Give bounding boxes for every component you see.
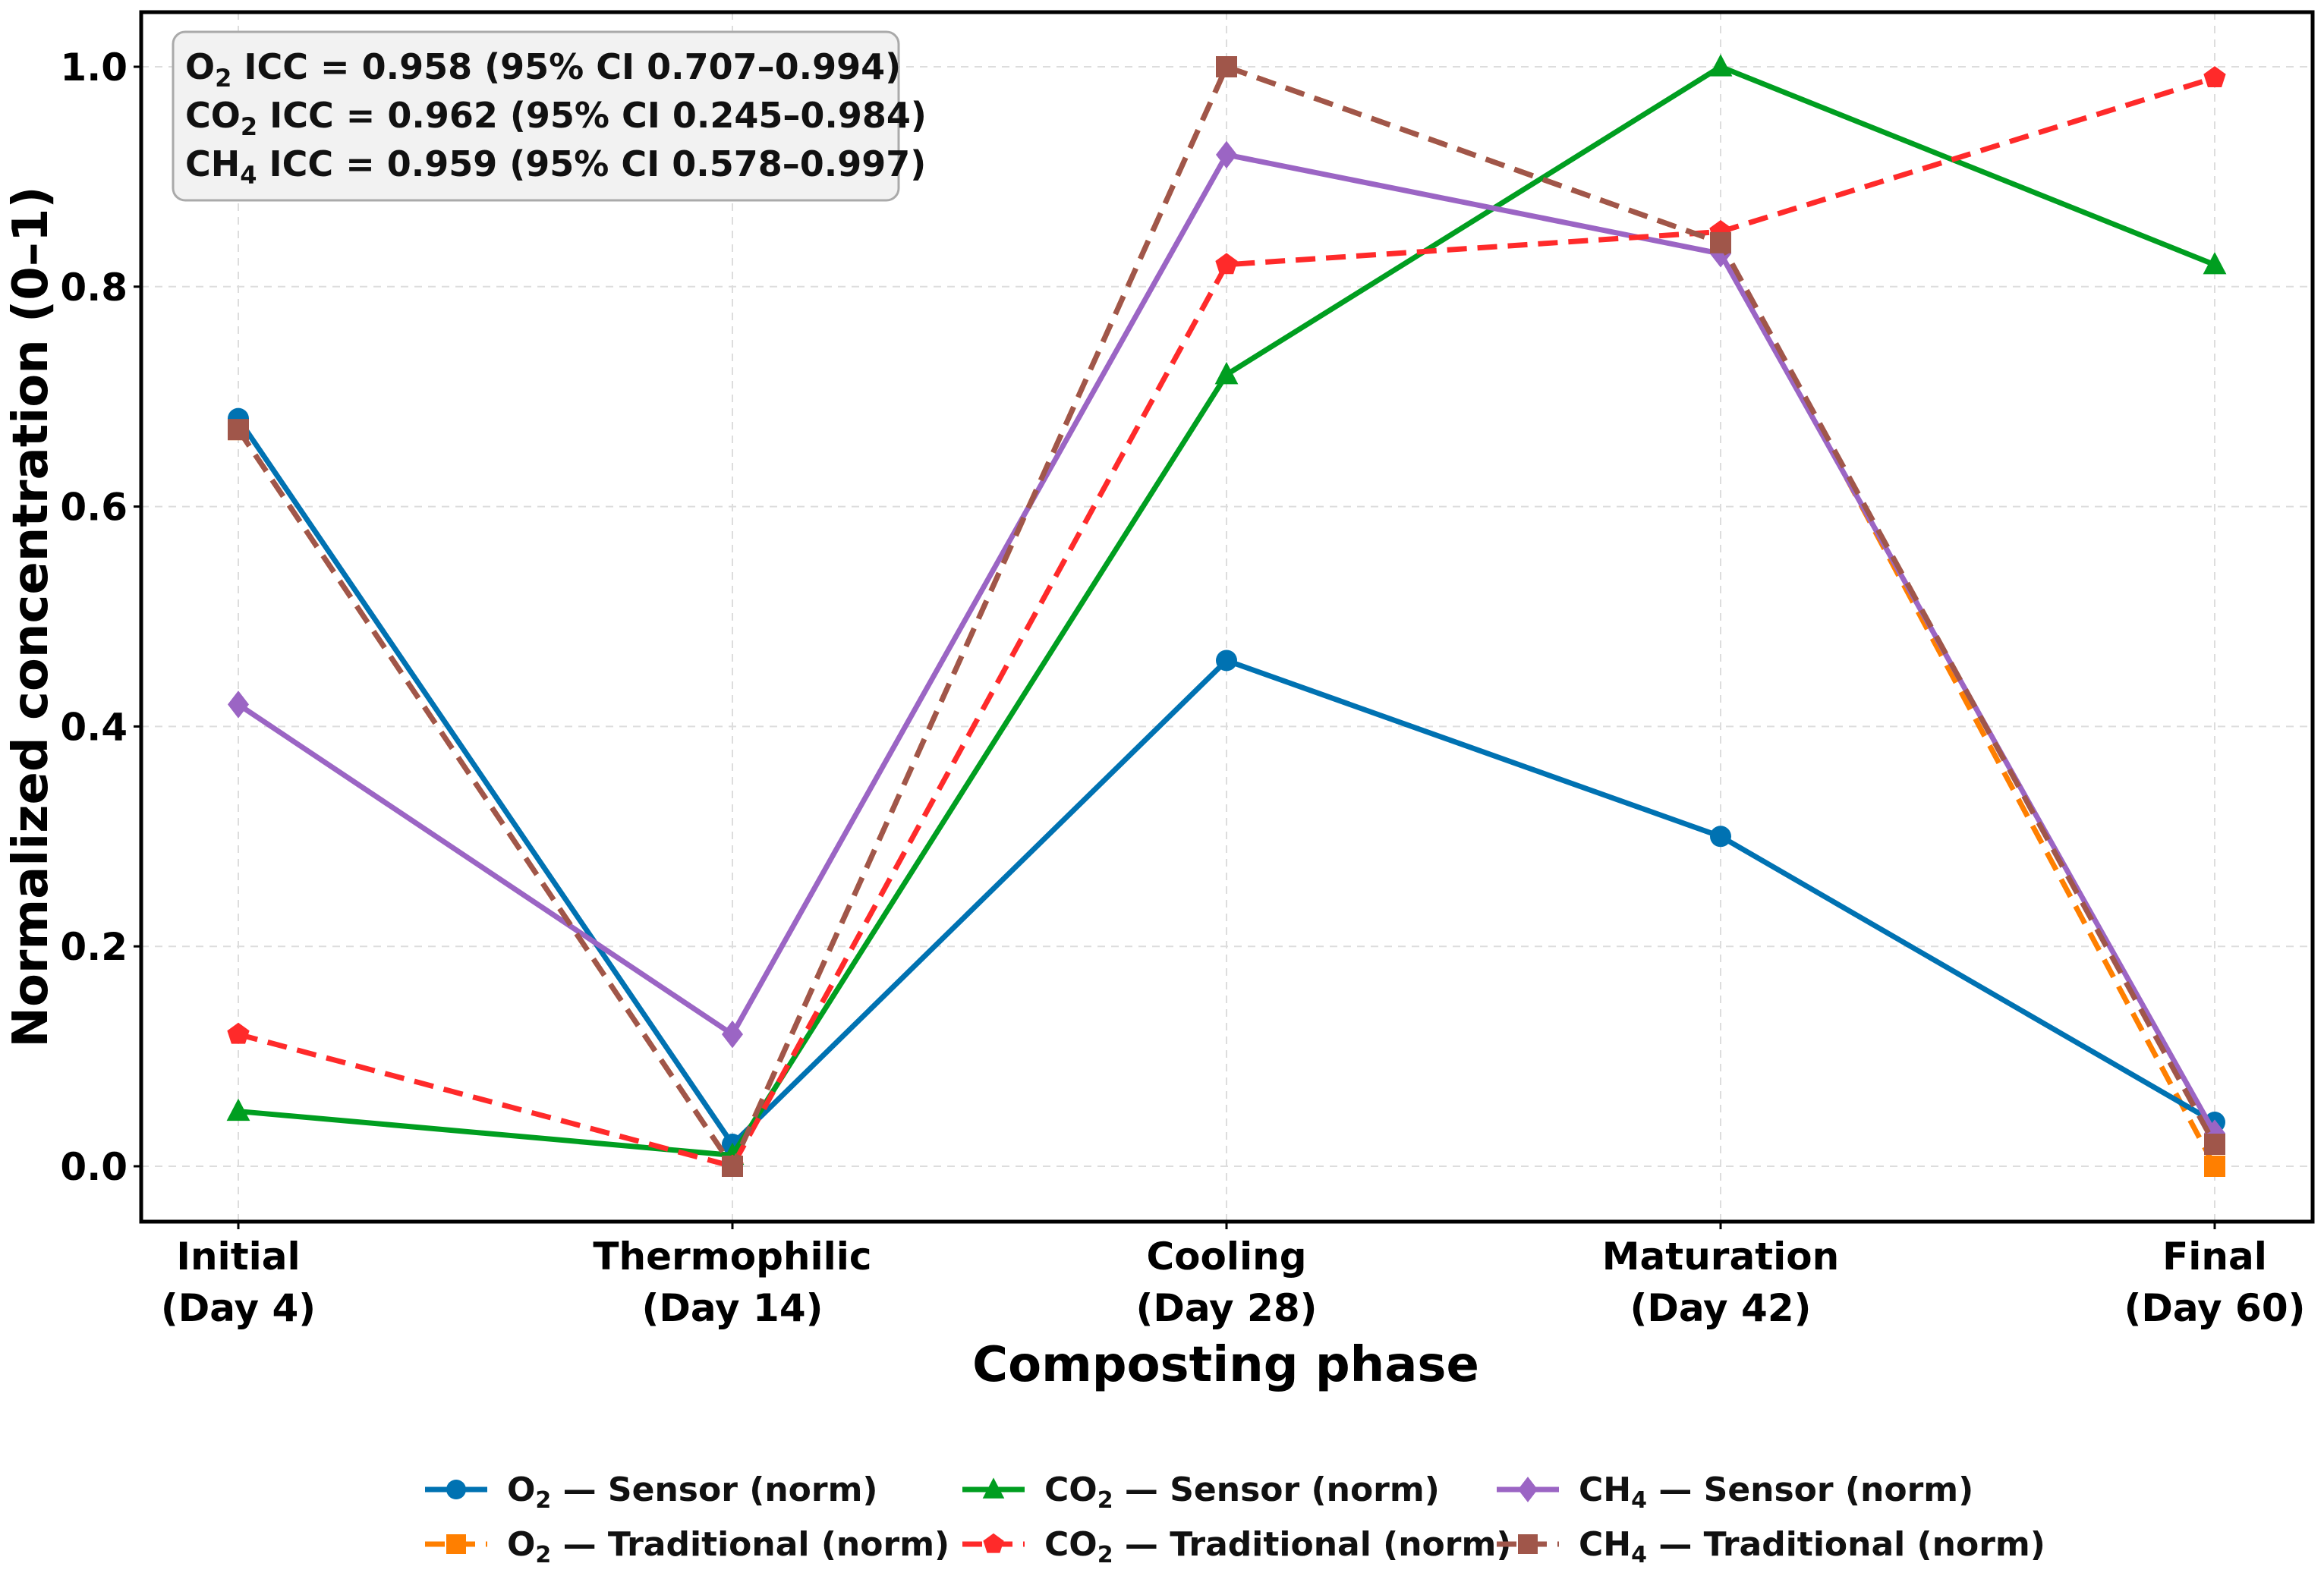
icc-text: ICC = 0.962 (95% CI 0.245–0.984) xyxy=(257,95,927,136)
legend-marker xyxy=(1518,1477,1538,1502)
data-point xyxy=(228,690,249,719)
data-point xyxy=(1216,56,1237,77)
series-line xyxy=(238,64,2216,1159)
data-point xyxy=(1708,54,1733,77)
legend-label: CO2 — Traditional (norm) xyxy=(1044,1525,1511,1568)
y-axis-label: Normalized concentration (0–1) xyxy=(3,186,59,1047)
legend-marker xyxy=(982,1477,1005,1499)
x-axis-label: Composting phase xyxy=(972,1337,1479,1393)
data-point xyxy=(2204,1134,2225,1156)
data-point xyxy=(226,1098,250,1121)
x-tick-label: (Day 28) xyxy=(1136,1286,1318,1330)
icc-annotation-line: CH4 ICC = 0.959 (95% CI 0.578–0.997) xyxy=(185,143,926,190)
gas-name: CH xyxy=(185,143,240,184)
legend-label: CO2 — Sensor (norm) xyxy=(1044,1471,1440,1514)
gas-subscript: 4 xyxy=(240,161,257,190)
x-tick-label: Initial xyxy=(176,1235,300,1279)
y-tick-label: 0.0 xyxy=(60,1145,128,1189)
icc-annotation-line: O2 ICC = 0.958 (95% CI 0.707–0.994) xyxy=(185,46,901,93)
data-point xyxy=(228,419,249,441)
gas-subscript: 2 xyxy=(215,64,231,93)
x-tick-label: (Day 4) xyxy=(161,1286,316,1330)
gas-name: CO xyxy=(185,95,241,136)
data-point xyxy=(1216,140,1237,169)
legend-item: CO2 — Sensor (norm) xyxy=(962,1471,1440,1514)
data-point xyxy=(227,1022,250,1044)
gas-subscript: 2 xyxy=(241,112,257,141)
legend-marker xyxy=(446,1534,466,1554)
legend-item: CO2 — Traditional (norm) xyxy=(962,1525,1511,1568)
legend-label: O2 — Sensor (norm) xyxy=(507,1471,878,1514)
legend-label: O2 — Traditional (norm) xyxy=(507,1525,949,1568)
data-point xyxy=(1216,650,1237,672)
x-tick-label: (Day 14) xyxy=(642,1286,823,1330)
icc-text: ICC = 0.959 (95% CI 0.578–0.997) xyxy=(257,143,927,184)
y-axis: 0.0 0.2 0.4 0.6 0.8 1.0 xyxy=(60,46,141,1189)
data-point xyxy=(1710,826,1731,848)
icc-text: ICC = 0.958 (95% CI 0.707–0.994) xyxy=(231,46,901,87)
legend-marker xyxy=(1518,1534,1538,1554)
x-tick-label: Thermophilic xyxy=(593,1235,871,1279)
series-ch4-traditional-norm- xyxy=(228,56,2225,1177)
y-tick-label: 0.8 xyxy=(60,266,128,310)
legend-label: CH4 — Traditional (norm) xyxy=(1579,1525,2045,1568)
icc-annotation-line: CO2 ICC = 0.962 (95% CI 0.245–0.984) xyxy=(185,95,927,141)
x-tick-label: Maturation xyxy=(1602,1235,1839,1279)
legend-item: O2 — Sensor (norm) xyxy=(425,1471,878,1514)
annotation-box: O2 ICC = 0.958 (95% CI 0.707–0.994)CO2 I… xyxy=(172,30,927,202)
y-tick-label: 0.4 xyxy=(60,705,128,749)
data-point xyxy=(1215,253,1238,275)
legend: O2 — Sensor (norm) CO2 — Sensor (norm) CH4… xyxy=(425,1471,2045,1568)
series-layer xyxy=(226,54,2227,1177)
data-point xyxy=(2204,1156,2225,1177)
x-tick-label: (Day 42) xyxy=(1630,1286,1812,1330)
legend-item: O2 — Traditional (norm) xyxy=(425,1525,949,1568)
series-line xyxy=(236,64,2218,1169)
y-tick-label: 1.0 xyxy=(60,46,128,90)
x-tick-label: Cooling xyxy=(1146,1235,1306,1279)
data-point xyxy=(2203,252,2227,275)
legend-label: CH4 — Sensor (norm) xyxy=(1579,1471,1973,1514)
series-o2-sensor-norm- xyxy=(228,407,2225,1156)
series-line xyxy=(238,75,2216,1169)
legend-marker xyxy=(446,1480,466,1499)
legend-item: CH4 — Sensor (norm) xyxy=(1497,1471,1973,1514)
legend-marker xyxy=(983,1533,1004,1553)
legend-item: CH4 — Traditional (norm) xyxy=(1497,1525,2045,1568)
x-axis: Initial (Day 4) Thermophilic (Day 14) Coolin… xyxy=(161,1222,2306,1330)
data-point xyxy=(722,1156,743,1177)
x-tick-label: Final xyxy=(2162,1235,2267,1279)
y-tick-label: 0.2 xyxy=(60,925,128,969)
y-tick-label: 0.6 xyxy=(60,486,128,530)
x-tick-label: (Day 60) xyxy=(2124,1286,2306,1330)
data-point xyxy=(1214,361,1239,385)
data-point xyxy=(2203,66,2226,87)
data-point xyxy=(1710,231,1731,253)
data-point xyxy=(722,1020,743,1049)
gas-name: O xyxy=(185,46,215,87)
